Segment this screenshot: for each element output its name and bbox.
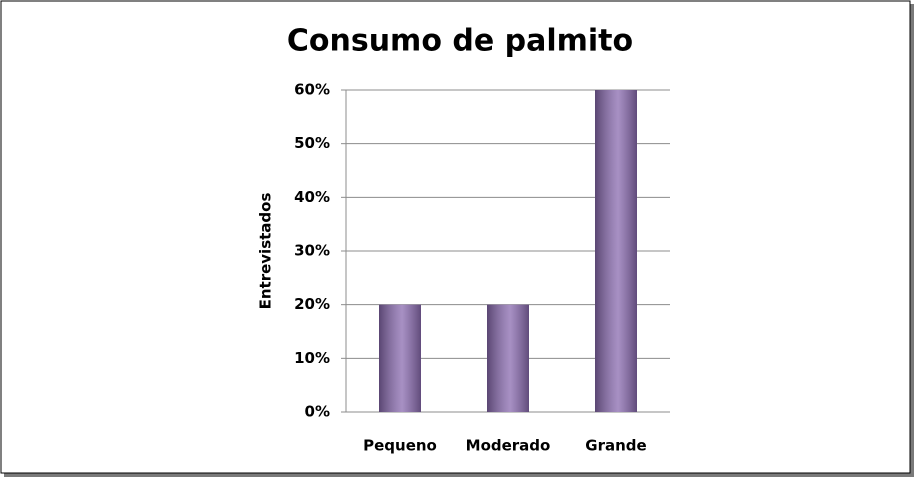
y-tick-label: 60% — [294, 81, 330, 99]
x-tick-label: Moderado — [466, 437, 551, 455]
bar-shade — [379, 304, 421, 412]
y-tick-label: 10% — [294, 349, 330, 367]
x-tick-label: Grande — [585, 437, 646, 455]
x-tick-label: Pequeno — [363, 437, 437, 455]
y-axis-label: Entrevistados — [257, 193, 275, 310]
bar-shade — [595, 90, 637, 412]
y-tick-label: 20% — [294, 295, 330, 313]
chart-title: Consumo de palmito — [287, 24, 633, 59]
y-tick-label: 30% — [294, 242, 330, 260]
bar-shade — [487, 304, 529, 412]
frame — [0, 0, 911, 474]
y-tick-label: 40% — [294, 188, 330, 206]
y-tick-label: 0% — [305, 403, 330, 421]
y-tick-label: 50% — [294, 134, 330, 152]
